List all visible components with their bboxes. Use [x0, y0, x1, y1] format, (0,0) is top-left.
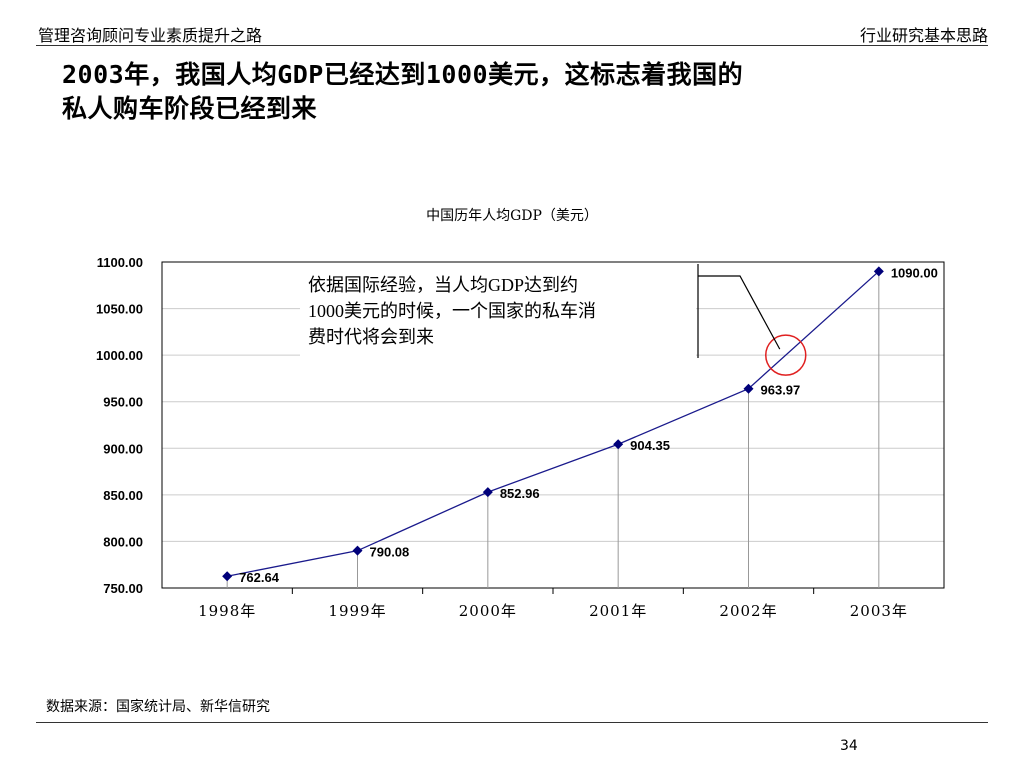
- y-tick-label: 950.00: [103, 395, 143, 410]
- highlight-circle: [765, 334, 807, 376]
- gdp-series-line: [227, 270, 880, 577]
- header-left-title: 管理咨询顾问专业素质提升之路: [38, 26, 263, 45]
- data-label: 790.08: [370, 545, 410, 560]
- data-point-marker: [482, 487, 493, 498]
- data-label: 963.97: [761, 383, 801, 398]
- x-tick-label: 1999年: [328, 602, 386, 620]
- data-point-marker: [613, 439, 624, 450]
- x-tick-label: 2002年: [719, 602, 777, 620]
- slide-title-line1: 2003年，我国人均GDP已经达到1000美元，这标志着我国的: [62, 60, 744, 89]
- data-source-note: 数据来源：国家统计局、新华信研究: [46, 699, 270, 715]
- data-point-marker: [873, 266, 884, 277]
- y-tick-label: 800.00: [103, 534, 143, 549]
- footer-divider: [36, 722, 988, 723]
- x-tick-label: 2003年: [850, 602, 908, 620]
- slide-title-line2: 私人购车阶段已经到来: [62, 94, 318, 123]
- data-point-marker: [222, 571, 233, 582]
- slide-title: 2003年，我国人均GDP已经达到1000美元，这标志着我国的 私人购车阶段已经…: [62, 58, 962, 126]
- data-point-marker: [352, 545, 363, 556]
- data-point-marker: [743, 383, 754, 394]
- annotation-line1: 依据国际经验，当人均GDP达到约: [308, 275, 579, 295]
- data-label: 852.96: [500, 486, 540, 501]
- chart-title: 中国历年人均GDP（美元）: [426, 208, 598, 224]
- data-label: 1090.00: [891, 265, 938, 280]
- x-tick-label: 1998年: [198, 602, 256, 620]
- annotation-line3: 费时代将会到来: [308, 327, 434, 347]
- annotation-line2: 1000美元的时候，一个国家的私车消: [308, 301, 596, 321]
- y-tick-label: 1100.00: [97, 255, 143, 270]
- data-label: 762.64: [239, 570, 280, 585]
- y-tick-label: 750.00: [103, 581, 143, 596]
- header-divider: [36, 45, 988, 46]
- header-right-title: 行业研究基本思路: [859, 26, 988, 45]
- x-tick-label: 2000年: [459, 602, 517, 620]
- page-number: 34: [840, 738, 858, 754]
- y-tick-label: 1000.00: [96, 348, 143, 363]
- annotation-box: 依据国际经验，当人均GDP达到约 1000美元的时候，一个国家的私车消 费时代将…: [300, 270, 696, 356]
- data-label: 904.35: [630, 438, 670, 453]
- y-tick-label: 900.00: [103, 441, 143, 456]
- y-tick-label: 850.00: [103, 488, 143, 503]
- callout-leader-line: [698, 275, 781, 350]
- y-tick-label: 1050.00: [96, 302, 143, 317]
- x-tick-label: 2001年: [589, 602, 647, 620]
